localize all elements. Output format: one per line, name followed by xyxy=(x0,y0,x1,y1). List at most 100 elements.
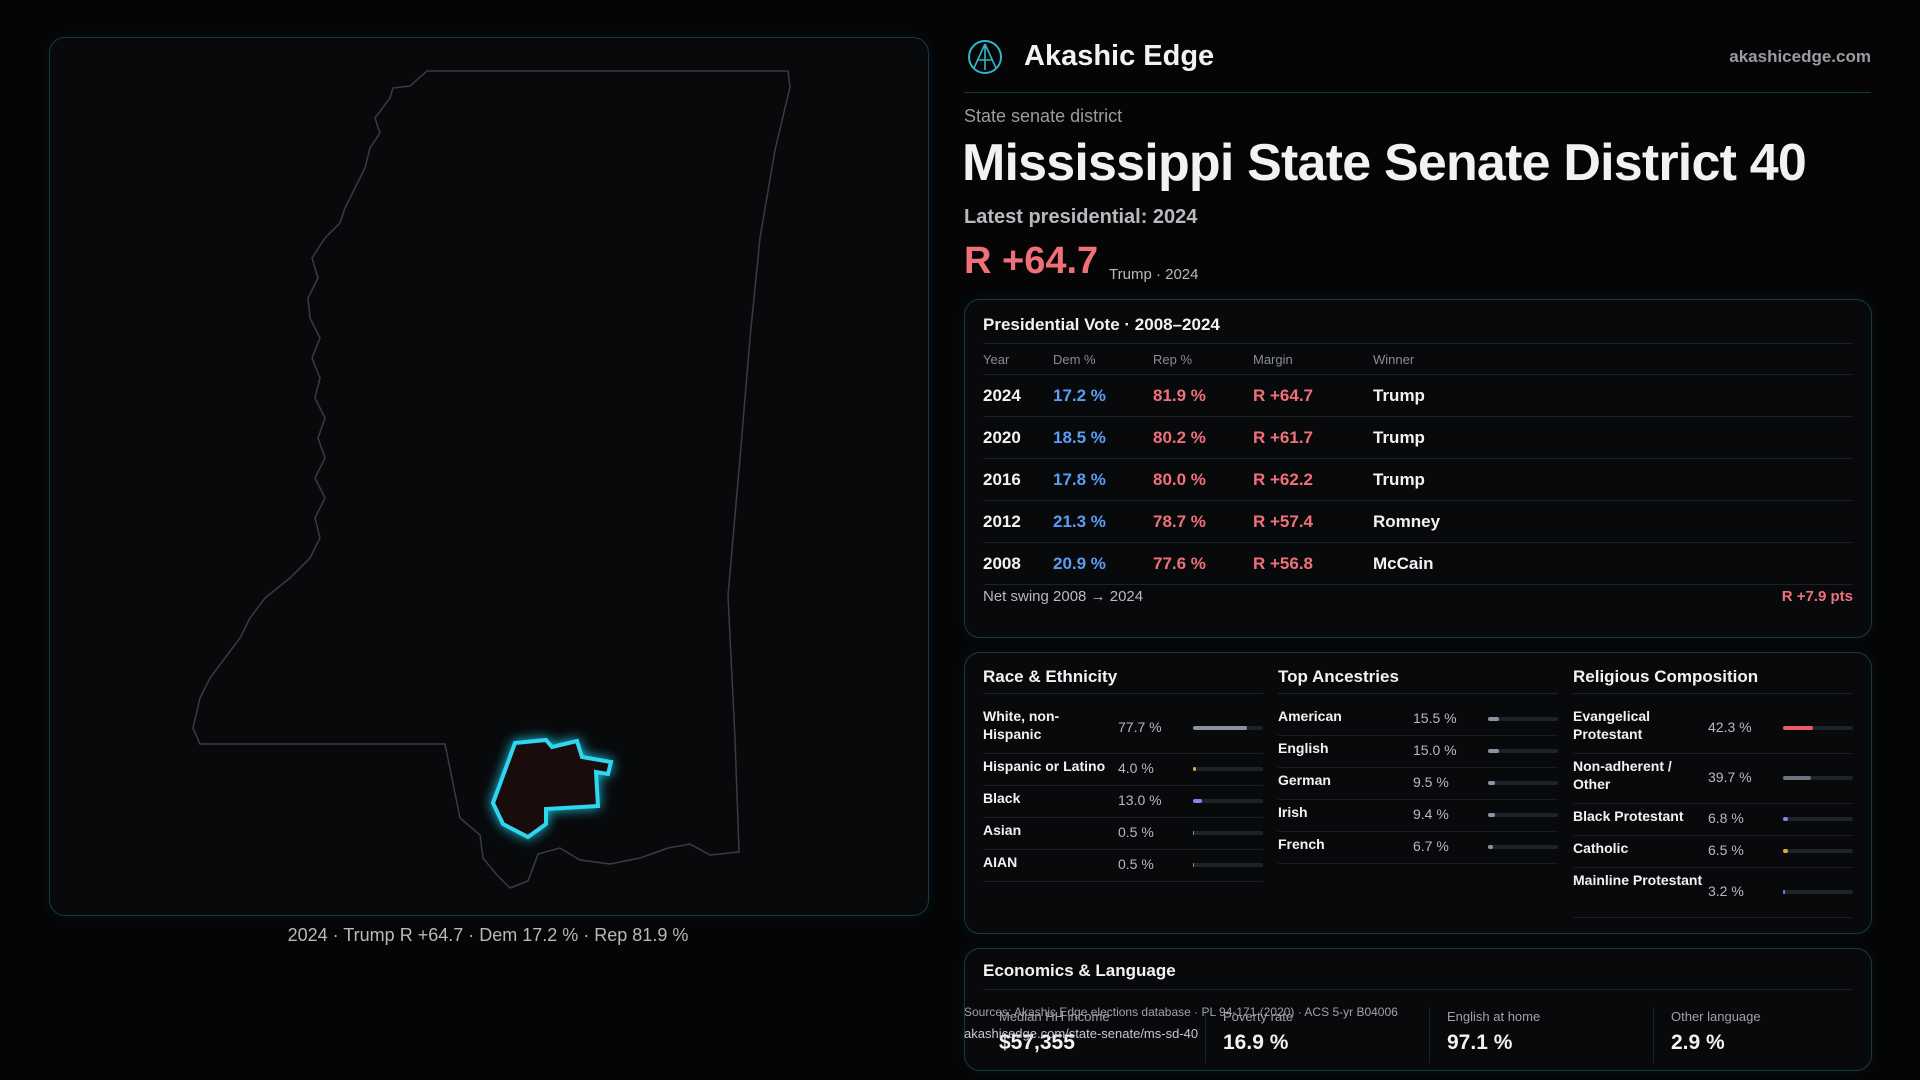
row-divider xyxy=(1278,863,1558,864)
bar-track xyxy=(1193,799,1263,803)
section-title: Race & Ethnicity xyxy=(983,667,1118,686)
item-label: Mainline Protestant xyxy=(1573,872,1703,888)
stat-value: 16.9 % xyxy=(1223,1031,1289,1054)
bar-track xyxy=(1488,749,1558,753)
row-divider xyxy=(983,753,1263,754)
bar-track xyxy=(1783,849,1853,853)
bar xyxy=(1488,749,1499,753)
row-divider xyxy=(983,416,1853,417)
item-label: Evangelical Protestant xyxy=(1573,708,1651,742)
bar xyxy=(1783,776,1811,780)
section-title: Religious Composition xyxy=(1573,667,1759,686)
brand-site: akashicedge.com xyxy=(1729,47,1871,66)
stat-label: Median HH income xyxy=(999,1009,1110,1024)
item-label: AIAN xyxy=(983,854,1018,870)
table-cell: 2016 xyxy=(983,470,1021,489)
row-divider xyxy=(983,849,1263,850)
item-label: German xyxy=(1278,772,1331,788)
map-panel xyxy=(49,37,929,916)
column-header: Year xyxy=(983,352,1010,367)
item-label: Asian xyxy=(983,822,1022,838)
bar-track xyxy=(1783,817,1853,821)
source-url: akashicedge.com/state-senate/ms-sd-40 xyxy=(964,1026,1199,1041)
item-value: 0.5 % xyxy=(1118,824,1154,840)
item-value: 3.2 % xyxy=(1708,883,1744,899)
header-divider xyxy=(964,92,1871,93)
bar-track xyxy=(1193,767,1263,771)
bar xyxy=(1783,817,1788,821)
stat-value: 97.1 % xyxy=(1447,1031,1513,1054)
item-value: 13.0 % xyxy=(1118,792,1162,808)
latest-margin: R +64.7 xyxy=(964,240,1099,282)
table-cell: 2008 xyxy=(983,554,1021,573)
bar xyxy=(1783,890,1786,894)
presidential-panel: Presidential Vote · 2008–2024 Net swing … xyxy=(964,299,1872,638)
stat-label: Poverty rate xyxy=(1223,1009,1294,1024)
item-value: 9.4 % xyxy=(1413,806,1449,822)
table-cell: R +62.2 xyxy=(1253,470,1314,489)
item-value: 9.5 % xyxy=(1413,774,1449,790)
column-divider xyxy=(1429,1007,1430,1063)
row-divider xyxy=(983,500,1853,501)
row-divider xyxy=(983,458,1853,459)
bar xyxy=(1488,717,1499,721)
table-cell: McCain xyxy=(1373,554,1434,573)
row-divider xyxy=(1278,799,1558,800)
item-label: Non-adherent / Other xyxy=(1573,758,1672,792)
bar-track xyxy=(1488,717,1558,721)
bar-track xyxy=(1488,845,1558,849)
stat-value: $57,355 xyxy=(999,1031,1075,1054)
bar xyxy=(1488,781,1495,785)
page-title: Mississippi State Senate District 40 xyxy=(962,134,1807,192)
swing-label: Net swing 2008 → 2024 xyxy=(983,588,1144,605)
panel-title: Presidential Vote · 2008–2024 xyxy=(983,315,1220,334)
district-outline xyxy=(490,737,614,840)
bar xyxy=(1783,726,1813,730)
bar-track xyxy=(1783,890,1853,894)
sources: Sources: Akashic Edge elections database… xyxy=(964,1005,1398,1019)
table-cell: 80.2 % xyxy=(1153,428,1206,447)
divider xyxy=(983,693,1263,694)
row-divider xyxy=(1573,917,1853,918)
bar xyxy=(1193,767,1196,771)
item-label: English xyxy=(1278,740,1329,756)
row-divider xyxy=(1278,735,1558,736)
item-label: Hispanic or Latino xyxy=(983,758,1106,774)
column-divider xyxy=(1653,1007,1654,1063)
stat-label: Other language xyxy=(1671,1009,1761,1024)
bar xyxy=(1193,799,1203,803)
bar-track xyxy=(1193,831,1263,835)
state-outline xyxy=(192,70,791,889)
latest-note: Trump · 2024 xyxy=(1109,266,1199,283)
row-divider xyxy=(1278,767,1558,768)
item-value: 77.7 % xyxy=(1118,719,1162,735)
table-cell: 80.0 % xyxy=(1153,470,1206,489)
item-label: Black Protestant xyxy=(1573,808,1684,824)
table-cell: R +57.4 xyxy=(1253,512,1314,531)
item-label: Black xyxy=(983,790,1021,806)
stat-label: English at home xyxy=(1447,1009,1541,1024)
bar xyxy=(1193,863,1194,867)
item-label: American xyxy=(1278,708,1342,724)
row-divider xyxy=(1573,753,1853,754)
item-label: French xyxy=(1278,836,1325,852)
item-value: 6.8 % xyxy=(1708,810,1744,826)
item-value: 15.0 % xyxy=(1413,742,1457,758)
column-header: Margin xyxy=(1253,352,1293,367)
divider xyxy=(1278,693,1558,694)
item-label: Catholic xyxy=(1573,840,1629,856)
table-cell: Romney xyxy=(1373,512,1441,531)
section-title: Top Ancestries xyxy=(1278,667,1399,686)
row-divider xyxy=(1573,867,1853,868)
row-divider xyxy=(1573,803,1853,804)
bar xyxy=(1488,845,1493,849)
bar-track xyxy=(1783,726,1853,730)
item-value: 42.3 % xyxy=(1708,719,1752,735)
bar xyxy=(1193,726,1248,730)
table-cell: 2024 xyxy=(983,386,1021,405)
row-divider xyxy=(983,542,1853,543)
bar-track xyxy=(1193,863,1263,867)
table-cell: Trump xyxy=(1373,470,1425,489)
